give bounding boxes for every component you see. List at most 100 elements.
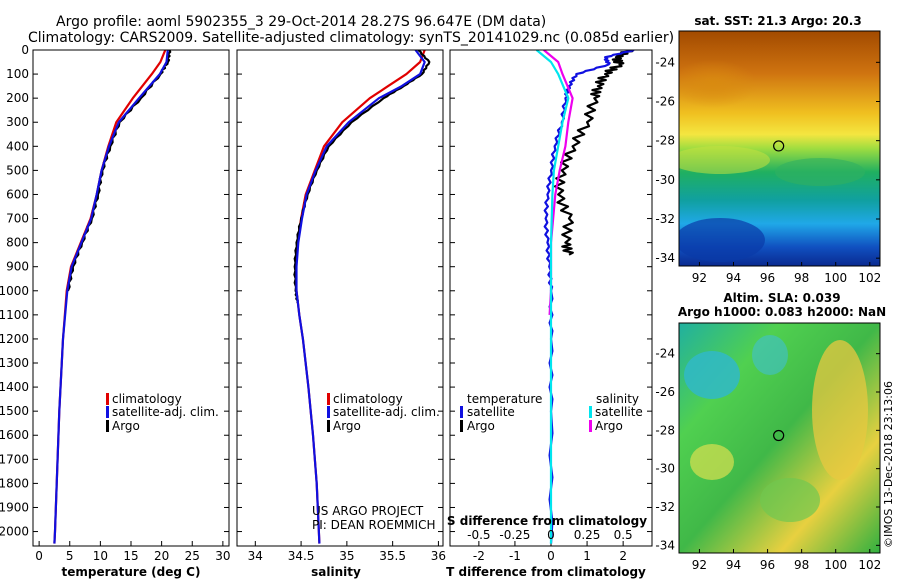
- y-tick-label: 1500: [0, 404, 29, 418]
- salinity-xlabel: salinity: [311, 565, 361, 579]
- map-x-tick-label: 98: [794, 558, 809, 572]
- sla-map-frame: [678, 322, 881, 554]
- imos-credit: ©IMOS 13-Dec-2018 23:13:06: [882, 381, 895, 548]
- legend-swatch-climatology: [327, 393, 330, 405]
- legend-swatch-argo: [327, 420, 330, 432]
- series-line-climatology: [53, 50, 167, 544]
- map-y-tick-label: -30: [655, 173, 675, 187]
- difference-panel: -2 -1 0 1 2 S difference from climatology -0…: [446, 49, 653, 579]
- s-diff-xlabel: S difference from climatology: [447, 514, 647, 528]
- salinity-panel: 34 34.5 35 35.5 36 salinity climatology sate…: [236, 49, 446, 579]
- map-y-tick-label: -30: [655, 462, 675, 476]
- legend-swatch-s-satellite: [589, 406, 592, 418]
- x-tick-label: 15: [123, 549, 138, 563]
- x-tick-label: 35.5: [379, 549, 406, 563]
- y-tick-label: 600: [6, 187, 29, 201]
- legend-swatch-t-argo: [460, 420, 463, 432]
- y-tick-label: 1900: [0, 500, 29, 514]
- sla-low-patch-2: [752, 335, 788, 375]
- y-tick-label: 700: [6, 212, 29, 226]
- sla-map-title-1: Altim. SLA: 0.039: [723, 291, 840, 305]
- argo-location-marker: [773, 429, 785, 442]
- sst-map-title: sat. SST: 21.3 Argo: 20.3: [694, 14, 861, 28]
- difference-legend-temperature: temperature satellite Argo: [460, 392, 542, 433]
- series-line-argo: [66, 50, 172, 292]
- y-tick-label: 300: [6, 115, 29, 129]
- legend-label-s-argo: Argo: [595, 419, 623, 433]
- map-x-tick-label: 92: [692, 271, 707, 285]
- legend-label-t-satellite: satellite: [467, 405, 515, 419]
- legend-label-climatology: climatology: [333, 392, 403, 406]
- legend-label-s-satellite: satellite: [595, 405, 643, 419]
- sla-map-title-2: Argo h1000: 0.083 h2000: NaN: [678, 305, 886, 319]
- x-tick-label: -2: [473, 549, 485, 563]
- temperature-xlabel: temperature (deg C): [62, 565, 201, 579]
- y-tick-label: 1200: [0, 332, 29, 346]
- sla-high-patch-2: [690, 444, 734, 480]
- sla-mid-patch: [760, 478, 820, 522]
- map-y-tick-label: -32: [655, 212, 675, 226]
- legend-label-t-argo: Argo: [467, 419, 495, 433]
- legend-title-temperature: temperature: [467, 392, 542, 406]
- map-x-tick-label: 96: [760, 558, 775, 572]
- sst-front-tongue-2: [775, 158, 865, 186]
- map-x-tick-label: 94: [726, 271, 741, 285]
- x-tick-label: 30: [215, 549, 230, 563]
- header-line1: Argo profile: aoml 5902355_3 29-Oct-2014…: [56, 14, 546, 30]
- credit-line2: PI: DEAN ROEMMICH: [312, 518, 435, 532]
- y-tick-label: 500: [6, 163, 29, 177]
- y-tick-label: 800: [6, 236, 29, 250]
- temperature-legend: climatology satellite-adj. clim. Argo: [106, 392, 219, 433]
- y-tick-label: 400: [6, 139, 29, 153]
- series-line-satellite-adj-clim-: [295, 50, 426, 544]
- map-y-tick-label: -32: [655, 500, 675, 514]
- salinity-legend: climatology satellite-adj. clim. Argo: [327, 392, 440, 433]
- map-x-tick-label: 102: [858, 271, 881, 285]
- legend-label-satellite: satellite-adj. clim.: [112, 405, 219, 419]
- t-diff-xlabel: T difference from climatology: [446, 565, 646, 579]
- legend-swatch-satellite: [327, 406, 330, 418]
- legend-label-climatology: climatology: [112, 392, 182, 406]
- argo-location-marker: [773, 140, 785, 152]
- series-line-argo: [293, 50, 431, 303]
- series-line-t-satellite: [543, 50, 635, 544]
- x-tick-label: 0: [35, 549, 43, 563]
- map-x-tick-label: 94: [726, 558, 741, 572]
- x2-tick-label: 0.5: [614, 528, 633, 542]
- x-tick-label: 36: [431, 549, 446, 563]
- x-tick-label: 10: [93, 549, 108, 563]
- sst-map-frame: [678, 30, 881, 267]
- series-line-t-argo: [553, 50, 634, 256]
- map-x-tick-label: 96: [760, 271, 775, 285]
- map-x-tick-label: 92: [692, 558, 707, 572]
- sla-low-patch: [684, 351, 740, 399]
- x-tick-label: 0: [547, 549, 555, 563]
- y-tick-label: 1400: [0, 380, 29, 394]
- series-line-satellite-adj-clim-: [53, 50, 169, 544]
- sla-map-panel: Altim. SLA: 0.039 Argo h1000: 0.083 h200…: [655, 291, 886, 572]
- x2-tick-label: 0.25: [574, 528, 601, 542]
- legend-swatch-t-satellite: [460, 406, 463, 418]
- sst-cold-patch: [679, 218, 765, 262]
- y-tick-label: 1600: [0, 428, 29, 442]
- y-tick-label: 1800: [0, 476, 29, 490]
- x-tick-label: 2: [619, 549, 627, 563]
- x2-tick-label: -0.5: [467, 528, 490, 542]
- salinity-frame: [236, 49, 444, 547]
- legend-swatch-climatology: [106, 393, 109, 405]
- x-tick-label: 35: [339, 549, 354, 563]
- map-y-tick-label: -26: [655, 95, 675, 109]
- y-tick-label: 1300: [0, 356, 29, 370]
- map-y-tick-label: -24: [655, 55, 675, 69]
- series-line-s-satellite: [535, 50, 570, 544]
- sla-high-patch: [812, 340, 868, 480]
- y-tick-label: 0: [21, 43, 29, 57]
- x-tick-label: 34.5: [288, 549, 315, 563]
- map-y-tick-label: -34: [655, 251, 675, 265]
- x-tick-label: 1: [583, 549, 591, 563]
- map-x-tick-label: 102: [858, 558, 881, 572]
- y-tick-label: 2000: [0, 525, 29, 539]
- y-tick-label: 1000: [0, 284, 29, 298]
- legend-label-satellite: satellite-adj. clim.: [333, 405, 440, 419]
